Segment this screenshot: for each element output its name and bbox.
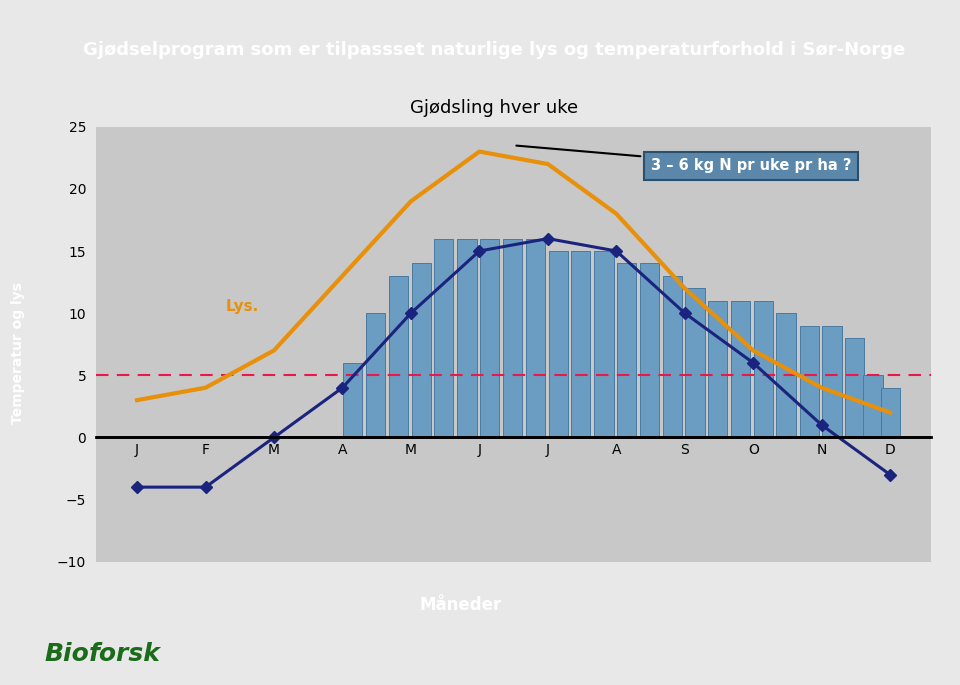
- Bar: [800, 325, 819, 438]
- Bar: [639, 264, 659, 438]
- Bar: [389, 276, 408, 438]
- Text: Lys.: Lys.: [226, 299, 259, 314]
- Bar: [366, 313, 385, 438]
- Text: 3 – 6 kg N pr uke pr ha ?: 3 – 6 kg N pr uke pr ha ?: [516, 146, 851, 173]
- Bar: [708, 301, 727, 438]
- Bar: [732, 301, 751, 438]
- Bar: [685, 288, 705, 438]
- Bar: [662, 276, 682, 438]
- Bar: [571, 251, 590, 438]
- Bar: [343, 363, 362, 438]
- Text: Bio: Bio: [45, 642, 89, 667]
- Bar: [548, 251, 567, 438]
- Bar: [526, 238, 545, 438]
- Bar: [754, 301, 773, 438]
- Bar: [845, 338, 864, 438]
- Bar: [458, 238, 476, 438]
- Text: Gjødselprogram som er tilpassset naturlige lys og temperaturforhold i Sør-Norge: Gjødselprogram som er tilpassset naturli…: [84, 40, 905, 59]
- Bar: [617, 264, 636, 438]
- Bar: [412, 264, 431, 438]
- Bar: [434, 238, 453, 438]
- Bar: [503, 238, 522, 438]
- Text: Gjødsling hver uke: Gjødsling hver uke: [410, 99, 579, 117]
- Bar: [823, 325, 842, 438]
- Bar: [594, 251, 613, 438]
- Bar: [880, 388, 900, 438]
- Text: forsk: forsk: [89, 642, 160, 667]
- Text: Temperatur og lys: Temperatur og lys: [12, 282, 25, 424]
- Bar: [777, 313, 796, 438]
- Bar: [863, 375, 882, 438]
- Bar: [480, 238, 499, 438]
- Text: Måneder: Måneder: [420, 595, 502, 614]
